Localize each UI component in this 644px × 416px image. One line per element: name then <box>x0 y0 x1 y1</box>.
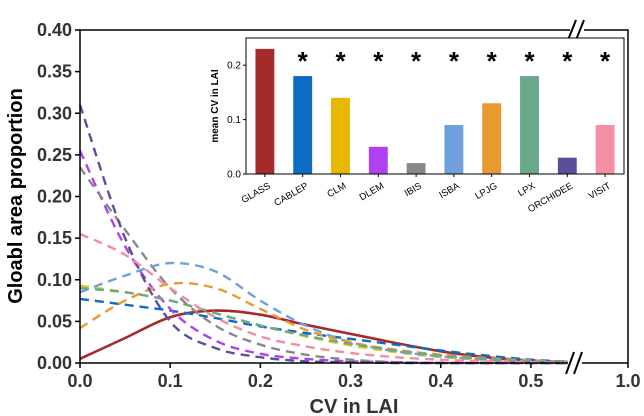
main-x-tick-label: 0.2 <box>248 371 273 391</box>
inset-y-tick-label: 0.2 <box>227 61 241 72</box>
inset-bar-chart: 0.00.10.2 GLASS CABLEP CLM DLEM IBIS ISBA LPJG… <box>210 37 625 215</box>
main-y-tick-label: 0.30 <box>37 103 72 123</box>
inset-significance-stars: * * * * * * * * * <box>298 46 611 76</box>
inset-bar-visit <box>595 125 615 174</box>
main-x-axis-label: CV in LAI <box>310 396 399 416</box>
main-y-ticks: 0.00 0.05 0.10 0.15 0.20 0.25 0.30 0.35 0.40 <box>37 20 80 373</box>
main-y-tick-label: 0.05 <box>37 311 72 331</box>
main-x-tick-label: 0.3 <box>338 371 363 391</box>
inset-bar-lpx <box>520 76 539 174</box>
inset-bar-orchidee <box>557 157 577 174</box>
main-y-tick-label: 0.15 <box>37 228 72 248</box>
x-axis-break-bottom <box>565 351 583 375</box>
main-chart: 0.00 0.05 0.10 0.15 0.20 0.25 0.30 0.35 0.40 0.0… <box>5 19 641 416</box>
x-axis-break-top <box>567 19 585 41</box>
inset-y-tick-label: 0.0 <box>227 170 241 181</box>
inset-bar-glass <box>255 48 275 174</box>
line-series-6 <box>79 281 577 364</box>
main-y-tick-label: 0.20 <box>37 187 72 207</box>
main-y-tick-label: 0.25 <box>37 145 72 165</box>
main-x-ticks: 0.0 0.1 0.2 0.3 0.4 0.5 1.0 <box>67 363 641 391</box>
significance-star: * <box>600 46 611 76</box>
main-x-tick-label: 0.5 <box>518 371 543 391</box>
significance-star: * <box>335 46 346 76</box>
main-y-tick-label: 0.35 <box>37 62 72 82</box>
significance-star: * <box>298 46 309 76</box>
inset-bar-cablep <box>293 76 313 174</box>
main-y-tick-label: 0.10 <box>37 270 72 290</box>
main-x-tick-label: 0.4 <box>428 371 453 391</box>
significance-star: * <box>487 46 498 76</box>
main-x-tick-label: 1.0 <box>615 371 640 391</box>
inset-plot-frame <box>245 37 625 175</box>
inset-bar-clm <box>331 97 350 174</box>
significance-star: * <box>373 46 384 76</box>
inset-bars <box>255 48 615 174</box>
line-series-9 <box>79 232 577 365</box>
inset-bar-ibis <box>406 163 426 174</box>
line-series-1 <box>79 297 577 364</box>
inset-y-tick-label: 0.1 <box>227 115 241 126</box>
inset-y-axis-label: mean CV in LAI <box>210 69 221 143</box>
main-x-tick-label: 0.0 <box>67 371 92 391</box>
significance-star: * <box>411 46 422 76</box>
inset-bar-lpjg <box>482 103 502 174</box>
inset-bar-dlem <box>368 146 388 174</box>
significance-star: * <box>562 46 573 76</box>
inset-y-ticks: 0.0 0.1 0.2 <box>227 61 246 181</box>
main-y-tick-label: 0.00 <box>37 353 72 373</box>
significance-star: * <box>449 46 460 76</box>
main-y-axis-label: Gloabl area proportion <box>5 88 27 304</box>
inset-bar-isba <box>444 125 464 174</box>
main-x-tick-label: 0.1 <box>158 371 183 391</box>
line-series-5 <box>79 261 577 364</box>
main-y-tick-label: 0.40 <box>37 20 72 40</box>
significance-star: * <box>524 46 535 76</box>
